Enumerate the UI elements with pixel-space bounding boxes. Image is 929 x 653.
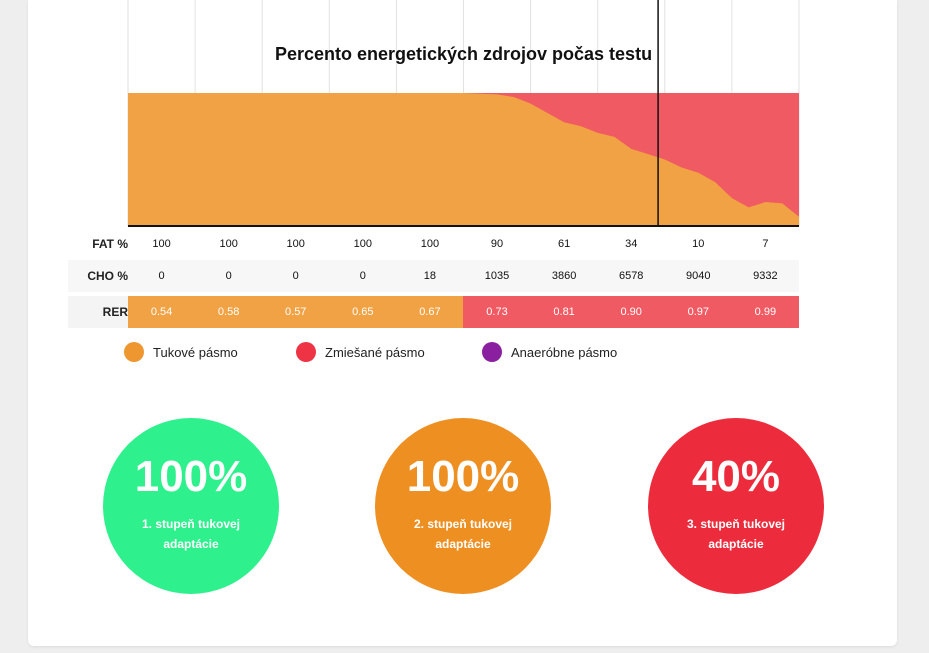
table-cell: 0.90	[597, 296, 665, 328]
adaptation-label: 1. stupeň tukovej adaptácie	[141, 517, 241, 551]
table-cell: 3860	[551, 270, 577, 282]
table-cell: 0	[359, 270, 366, 282]
table-cell: 9332	[753, 270, 778, 282]
adaptation-circle-1: 100% 1. stupeň tukovej adaptácie	[103, 418, 279, 594]
table-cell: 34	[625, 238, 638, 250]
table-cell: 9040	[686, 270, 711, 282]
table-cell: 100	[152, 238, 171, 250]
series-area-fat	[128, 93, 799, 226]
table-cell: 7	[762, 238, 769, 250]
adaptation-label: 3. stupeň tukovej adaptácie	[686, 517, 786, 551]
legend-item-anaerobic: Anaeróbne pásmo	[482, 342, 617, 362]
table-cell: 0.97	[664, 296, 732, 328]
chart-title: Percento energetických zdrojov počas tes…	[274, 44, 653, 64]
legend-dot	[124, 342, 144, 362]
table-cell: 0.57	[262, 296, 330, 328]
table-cell: 0.67	[396, 296, 464, 328]
table-cell: 0.58	[195, 296, 263, 328]
row-label: CHO %	[87, 269, 128, 283]
row-label: FAT %	[92, 237, 128, 251]
legend-item-fat: Tukové pásmo	[124, 342, 238, 362]
adaptation-label: 2. stupeň tukovej adaptácie	[413, 517, 513, 551]
table-cell: 1035	[484, 270, 510, 282]
legend-label: Tukové pásmo	[153, 344, 238, 360]
legend-dot	[296, 342, 316, 362]
table-cell: 0.73	[463, 296, 531, 328]
table-cell: 0.65	[329, 296, 397, 328]
fat-row: FAT % 100 100 100 100 100 90 61 34 10 7	[68, 228, 799, 260]
legend-dot	[482, 342, 502, 362]
table-cell: 0.99	[731, 296, 799, 328]
table-cell: 18	[423, 270, 437, 282]
adaptation-percent: 100%	[406, 452, 520, 501]
table-cell: 100	[219, 238, 238, 250]
table-cell: 10	[692, 238, 705, 250]
adaptation-percent: 40%	[691, 452, 781, 501]
table-cell: 90	[490, 238, 504, 250]
table-cell: 100	[286, 238, 305, 250]
table-cell: 0.54	[128, 296, 196, 328]
rer-row: RER 0.54 0.58 0.57 0.65 0.67 0.73 0.81 0.90 0.97…	[68, 296, 799, 328]
table-cell: 100	[353, 238, 372, 250]
table-cell: 0.81	[530, 296, 598, 328]
legend-label: Anaeróbne pásmo	[511, 344, 618, 360]
row-label: RER	[68, 296, 128, 328]
adaptation-circle-2: 100% 2. stupeň tukovej adaptácie	[375, 418, 551, 594]
chart-legend: Tukové pásmo Zmiešané pásmo Anaeróbne pá…	[124, 342, 744, 364]
legend-item-mixed: Zmiešané pásmo	[296, 342, 425, 362]
table-cell: 61	[557, 238, 571, 250]
adaptation-percent: 100%	[134, 452, 248, 501]
table-cell: 0	[158, 270, 165, 282]
table-cell: 0	[225, 270, 232, 282]
energy-chart	[127, 0, 800, 227]
adaptation-circle-3: 40% 3. stupeň tukovej adaptácie	[648, 418, 824, 594]
table-cell: 100	[420, 238, 440, 250]
table-cell: 6578	[618, 270, 644, 282]
legend-label: Zmiešané pásmo	[325, 344, 425, 360]
cho-row: CHO % 0 0 0 0 18 1035 3860 6578 9040 9332	[68, 260, 799, 292]
table-cell: 0	[292, 270, 299, 282]
